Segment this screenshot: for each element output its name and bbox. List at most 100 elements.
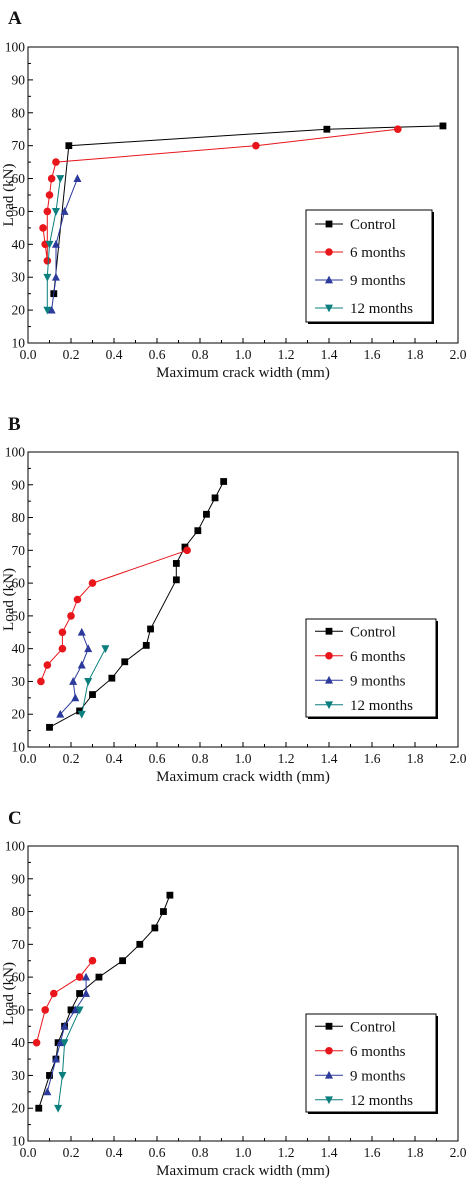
legend-label: 6 months	[350, 245, 406, 261]
data-point	[172, 576, 180, 584]
x-tick-label: 0.4	[106, 347, 123, 362]
x-tick-label: 0.4	[106, 751, 123, 766]
y-tick-label: 60	[12, 171, 26, 186]
data-point	[32, 1038, 41, 1047]
y-axis-title: Load (kN)	[1, 568, 17, 631]
series-6-months	[39, 125, 402, 265]
x-tick-label: 1.8	[407, 751, 424, 766]
legend-marker	[325, 701, 333, 710]
x-tick-label: 0.0	[20, 751, 37, 766]
y-tick-label: 80	[12, 904, 26, 919]
legend: Control 6 months 9 months 12 months	[305, 618, 438, 719]
series-6-months	[32, 956, 97, 1047]
x-tick-label: 0.2	[63, 347, 80, 362]
y-tick-label: 30	[12, 674, 26, 689]
y-tick-label: 70	[12, 543, 26, 558]
data-point	[119, 957, 126, 965]
data-point	[58, 644, 67, 653]
legend-marker	[325, 248, 333, 256]
data-point	[95, 973, 103, 981]
data-point	[35, 1104, 43, 1112]
y-tick-label: 60	[12, 970, 26, 985]
data-point	[71, 1005, 80, 1014]
series-12-months	[77, 645, 110, 719]
legend-label: 6 months	[350, 649, 406, 665]
legend-marker	[325, 1096, 333, 1105]
x-tick-label: 1.4	[321, 751, 338, 766]
data-point	[56, 1038, 65, 1047]
x-tick-label: 2.0	[450, 347, 467, 362]
data-point	[43, 207, 52, 216]
x-tick-label: 1.4	[321, 347, 338, 362]
x-tick-label: 1.0	[235, 751, 252, 766]
x-tick-label: 0.6	[149, 1145, 166, 1160]
series-9-months	[47, 174, 82, 314]
data-point	[58, 628, 67, 637]
series-12-months	[54, 1006, 84, 1113]
legend: Control 6 months 9 months 12 months	[305, 1013, 438, 1114]
data-point	[136, 940, 144, 948]
x-tick-label: 1.0	[235, 1145, 252, 1160]
data-point	[52, 158, 60, 166]
series-line	[57, 1009, 81, 1109]
y-tick-label: 70	[12, 937, 26, 952]
y-tick-label: 90	[12, 871, 26, 886]
y-tick-label: 90	[12, 72, 26, 87]
data-point	[166, 891, 174, 899]
data-point	[147, 625, 154, 633]
data-point	[47, 174, 56, 183]
y-tick-label: 10	[12, 740, 26, 755]
y-tick-label: 10	[12, 336, 26, 351]
series-line	[38, 895, 171, 1109]
x-tick-label: 2.0	[450, 751, 467, 766]
data-point	[172, 560, 180, 567]
data-point	[47, 305, 56, 314]
x-tick-label: 1.2	[278, 751, 295, 766]
data-point	[101, 645, 110, 654]
data-point	[211, 494, 219, 502]
legend-label: 9 months	[350, 673, 406, 689]
series-line	[53, 125, 443, 294]
series-control	[46, 478, 228, 731]
y-tick-label: 20	[12, 707, 26, 722]
series-6-months	[37, 546, 191, 686]
x-tick-label: 1.6	[364, 1145, 381, 1160]
legend-marker	[325, 1022, 333, 1030]
data-point	[69, 677, 78, 685]
legend-marker	[325, 675, 333, 684]
data-point	[88, 579, 97, 587]
y-tick-label: 50	[12, 204, 26, 219]
legend-box	[305, 618, 437, 718]
data-point	[220, 478, 228, 485]
data-point	[51, 239, 60, 248]
data-point	[46, 1072, 53, 1079]
panel-label: C	[8, 808, 22, 829]
data-point	[60, 1039, 69, 1048]
y-tick-label: 100	[5, 839, 26, 854]
series-9-months	[43, 972, 91, 1096]
data-point	[43, 306, 52, 315]
data-point	[45, 240, 54, 249]
y-tick-label: 80	[12, 510, 26, 525]
y-tick-label: 50	[12, 608, 26, 623]
series-9-months	[56, 627, 93, 718]
y-tick-label: 30	[12, 1068, 26, 1083]
legend-label: 12 months	[350, 698, 413, 714]
data-point	[77, 660, 86, 669]
data-point	[73, 595, 82, 604]
series-line	[40, 549, 188, 682]
panel-c: C 10 20 30 40 50 60 70 80 90 100 0.0 0.2 0.4 0.6 0.8 1.0…	[1, 808, 467, 1179]
y-tick-label: 20	[12, 1101, 26, 1116]
x-tick-label: 0.8	[192, 1145, 209, 1160]
data-point	[60, 1021, 69, 1030]
panel-a: A 10 20 30 40 50 60 70 80 90 100 0.0 0.2 0.4 0.6 0.8 1.0…	[1, 8, 467, 381]
legend-marker	[325, 1046, 333, 1055]
legend-marker	[325, 220, 333, 228]
y-tick-label: 40	[12, 237, 26, 252]
data-point	[51, 208, 60, 216]
y-axis-title: Load (kN)	[1, 164, 17, 227]
legend-marker	[325, 651, 333, 660]
x-tick-label: 0.0	[20, 347, 37, 362]
data-point	[84, 644, 93, 653]
